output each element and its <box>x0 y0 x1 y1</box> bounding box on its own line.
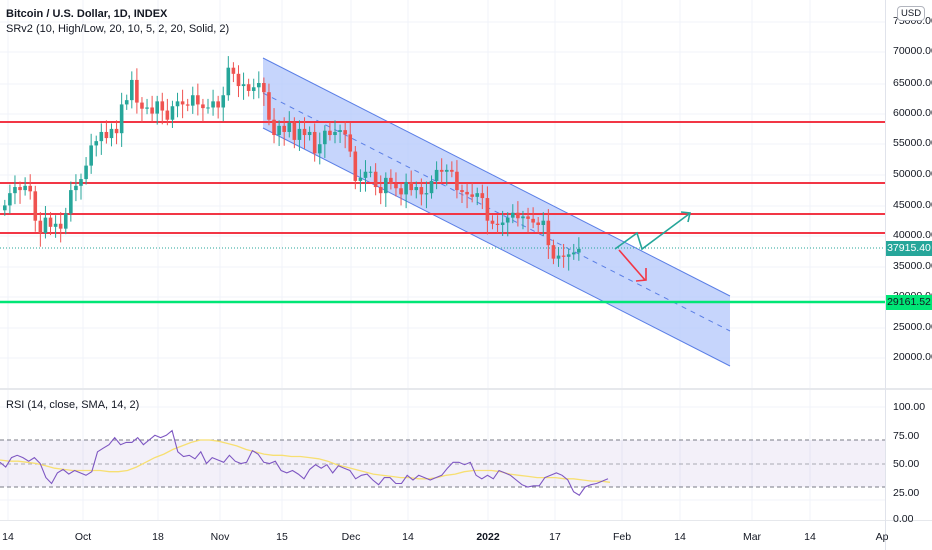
price-label: 45000.00 <box>893 199 932 211</box>
price-axis-border <box>885 0 886 550</box>
chart-legend: Bitcoin / U.S. Dollar, 1D, INDEX SRv2 (1… <box>6 7 229 37</box>
bearish-scenario-arrow <box>618 249 647 282</box>
rsi-legend[interactable]: RSI (14, close, SMA, 14, 2) <box>6 399 140 411</box>
time-label: 14 <box>2 531 14 543</box>
rsi-axis-label: 25.00 <box>893 487 920 499</box>
time-label: Ap <box>875 531 889 543</box>
time-label: 14 <box>674 531 686 543</box>
time-label: Dec <box>341 531 361 543</box>
price-label: 50000.00 <box>893 168 932 180</box>
rsi-ma-line <box>0 439 611 483</box>
time-label: 15 <box>276 531 288 543</box>
time-label-year: 2022 <box>476 531 500 543</box>
price-label: 55000.00 <box>893 137 932 149</box>
time-label: 17 <box>549 531 561 543</box>
rsi-axis-label: 0.00 <box>893 513 914 525</box>
resistance-lines <box>0 121 885 234</box>
price-label: 60000.00 <box>893 107 932 119</box>
time-label: 18 <box>152 531 164 543</box>
pane-separator[interactable] <box>0 388 932 390</box>
rsi-axis-label: 75.00 <box>893 430 920 442</box>
time-label: Nov <box>210 531 230 543</box>
time-label: Feb <box>612 531 632 543</box>
last-price-tag: 37915.40 <box>886 241 932 256</box>
bullish-scenario-arrow <box>614 211 691 251</box>
price-label: 65000.00 <box>893 77 932 89</box>
support-level-tag: 29161.52 <box>886 295 932 310</box>
rsi-axis-label: 100.00 <box>893 401 926 413</box>
rsi-canvas[interactable] <box>0 390 885 520</box>
time-label: Mar <box>742 531 762 543</box>
rsi-axis-label: 50.00 <box>893 458 920 470</box>
currency-badge[interactable]: USD <box>897 6 926 21</box>
candlesticks <box>3 56 581 271</box>
indicator-label-srv2[interactable]: SRv2 (10, High/Low, 20, 10, 5, 2, 20, So… <box>6 23 230 35</box>
time-label: Oct <box>74 531 92 543</box>
time-label: 14 <box>402 531 414 543</box>
rsi-line <box>0 429 609 496</box>
descending-channel <box>262 57 731 367</box>
price-label: 70000.00 <box>893 45 932 57</box>
price-chart-pane[interactable]: Bitcoin / U.S. Dollar, 1D, INDEX SRv2 (1… <box>0 0 885 388</box>
price-chart-canvas[interactable] <box>0 0 885 388</box>
time-label: 14 <box>804 531 816 543</box>
price-label: 20000.00 <box>893 351 932 363</box>
price-label: 35000.00 <box>893 260 932 272</box>
time-axis-border <box>0 520 932 521</box>
price-label: 40000.00 <box>893 229 932 241</box>
rsi-pane[interactable]: RSI (14, close, SMA, 14, 2) <box>0 390 885 520</box>
price-label: 25000.00 <box>893 321 932 333</box>
symbol-title[interactable]: Bitcoin / U.S. Dollar, 1D, INDEX <box>6 8 168 20</box>
